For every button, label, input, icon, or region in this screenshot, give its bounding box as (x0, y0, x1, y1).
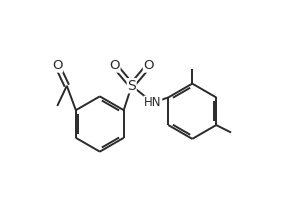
Text: O: O (143, 59, 154, 72)
Text: O: O (52, 59, 63, 72)
Text: S: S (127, 79, 136, 93)
Text: O: O (109, 59, 120, 72)
Text: HN: HN (144, 96, 162, 109)
